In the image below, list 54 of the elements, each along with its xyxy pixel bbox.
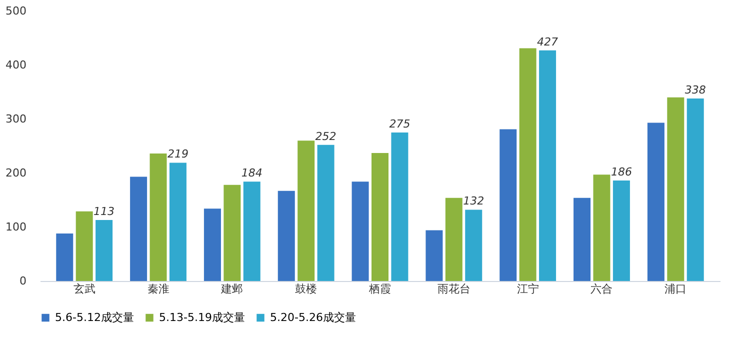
x-tick-label: 秦淮 xyxy=(147,282,170,296)
data-label: 252 xyxy=(315,130,336,143)
bar xyxy=(169,162,186,281)
bar xyxy=(539,50,556,281)
y-tick-label: 0 xyxy=(20,274,26,288)
data-label: 275 xyxy=(389,118,410,130)
x-tick-label: 浦口 xyxy=(664,282,687,296)
bar xyxy=(593,174,610,281)
y-tick-label: 500 xyxy=(6,4,26,18)
bar xyxy=(204,208,221,281)
data-label: 113 xyxy=(94,204,115,218)
bar xyxy=(612,180,630,281)
bar xyxy=(76,211,93,281)
bar xyxy=(150,154,167,281)
bar xyxy=(686,98,704,281)
data-label: 184 xyxy=(241,166,262,180)
legend-label: 5.13-5.19成交量 xyxy=(159,310,245,324)
data-label: 132 xyxy=(463,194,484,208)
y-tick-label: 400 xyxy=(6,58,26,72)
bar xyxy=(56,233,74,281)
x-tick-label: 玄武 xyxy=(73,282,96,296)
bar xyxy=(352,182,369,281)
bar xyxy=(391,132,408,281)
bar xyxy=(574,198,591,281)
bar xyxy=(96,220,113,281)
x-tick-label: 栖霞 xyxy=(368,282,391,296)
data-label: 186 xyxy=(610,166,632,179)
y-tick-label: 100 xyxy=(6,220,26,234)
bar xyxy=(426,230,443,281)
data-label: 219 xyxy=(167,148,188,161)
bar xyxy=(130,176,148,281)
bar xyxy=(500,129,517,281)
data-label: 427 xyxy=(537,35,558,48)
bar xyxy=(445,198,462,281)
bar xyxy=(667,97,684,281)
bar xyxy=(647,122,664,281)
bar xyxy=(372,153,388,281)
bar xyxy=(224,184,241,281)
data-label: 338 xyxy=(684,83,706,96)
y-tick-label: 200 xyxy=(6,166,26,180)
bar xyxy=(465,210,482,281)
bar xyxy=(278,190,295,281)
legend-label: 5.20-5.26成交量 xyxy=(270,310,356,324)
x-tick-label: 鼓楼 xyxy=(295,282,318,296)
x-tick-label: 建邺 xyxy=(220,282,244,296)
bar xyxy=(298,140,315,281)
x-tick-label: 江宁 xyxy=(516,282,539,296)
legend-label: 5.6-5.12成交量 xyxy=(55,310,134,324)
x-tick-label: 六合 xyxy=(590,282,613,296)
bar xyxy=(317,144,334,281)
bar xyxy=(519,48,536,281)
x-tick-label: 雨花台 xyxy=(437,282,470,296)
bar xyxy=(243,182,260,281)
y-tick-label: 300 xyxy=(6,112,26,126)
